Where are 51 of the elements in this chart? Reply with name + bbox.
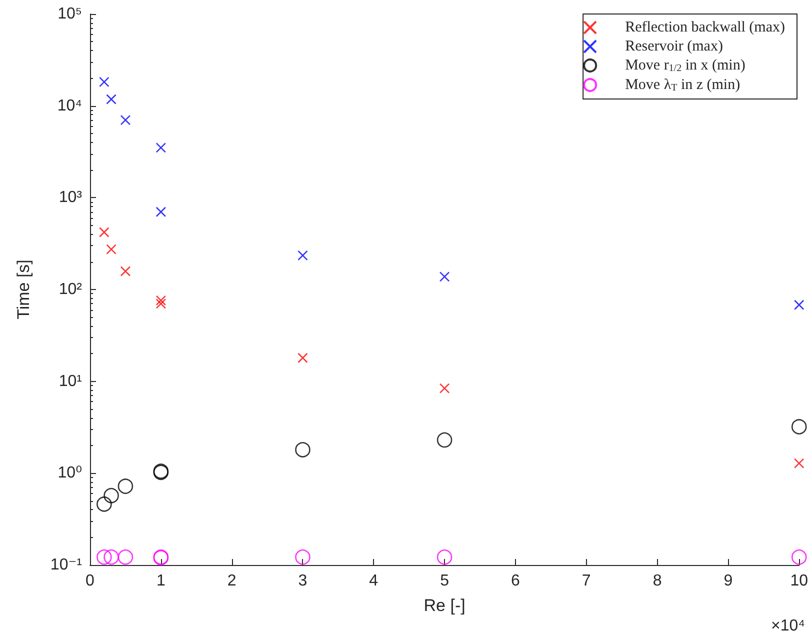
point xyxy=(96,549,112,565)
x-tick-label: 10 xyxy=(790,572,808,590)
point xyxy=(791,419,807,434)
point xyxy=(156,295,166,306)
point xyxy=(295,442,310,458)
legend-label: Reflection backwall (max) xyxy=(625,20,786,36)
y-tick-label: 10¹ xyxy=(58,372,82,390)
x-tick-label: 5 xyxy=(440,572,450,590)
point xyxy=(298,250,308,261)
point xyxy=(436,549,452,565)
legend-label: Reservoir (max) xyxy=(625,38,723,54)
y-tick-label: 10⁴ xyxy=(57,97,82,114)
point xyxy=(104,549,119,565)
point xyxy=(99,227,110,238)
x-tick-label: 4 xyxy=(369,572,378,590)
point xyxy=(791,549,807,565)
x-tick-label: 0 xyxy=(86,572,95,590)
point xyxy=(104,488,119,504)
point xyxy=(794,458,804,468)
point xyxy=(439,383,450,394)
point xyxy=(106,94,116,104)
point xyxy=(118,478,134,494)
y-tick-label: 10² xyxy=(58,281,83,298)
point xyxy=(96,496,112,512)
point xyxy=(439,272,450,282)
y-tick-label: 10⁵ xyxy=(58,6,82,22)
x-tick-label: 6 xyxy=(511,572,520,590)
y-tick-label: 10³ xyxy=(58,189,83,206)
point xyxy=(120,114,131,126)
point xyxy=(794,300,804,310)
x-tick-label: 1 xyxy=(156,572,166,590)
point xyxy=(298,352,308,364)
x-tick-label: 9 xyxy=(724,572,733,590)
x-tick-label: 3 xyxy=(298,572,308,590)
point xyxy=(118,549,134,565)
point xyxy=(156,206,166,218)
text: ×10⁴ xyxy=(770,618,806,634)
point xyxy=(156,142,166,153)
x-axis-title: Re [-] xyxy=(424,596,466,615)
point xyxy=(106,244,116,254)
y-tick-label: 10⁻¹ xyxy=(50,556,82,574)
x-tick-label: 7 xyxy=(582,572,591,590)
point xyxy=(120,266,131,276)
y-axis-title: Time [s] xyxy=(14,260,33,320)
x-tick-label: 2 xyxy=(227,572,236,590)
point xyxy=(156,298,166,309)
y-tick-label: 10⁰ xyxy=(58,464,82,482)
point xyxy=(295,549,310,565)
x-tick-label: 8 xyxy=(652,572,662,590)
point xyxy=(436,432,452,448)
point xyxy=(99,76,110,88)
